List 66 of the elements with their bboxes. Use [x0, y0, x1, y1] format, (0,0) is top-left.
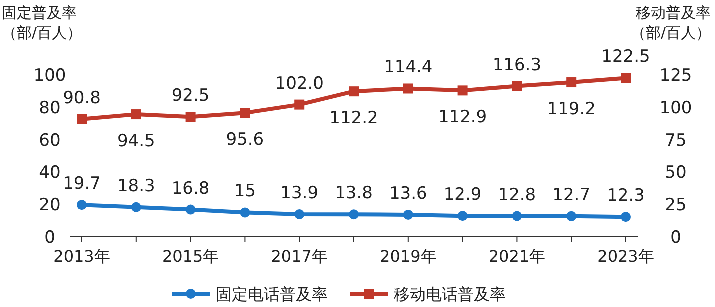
- point: [77, 200, 87, 210]
- data-label: 92.5: [172, 86, 210, 106]
- point: [566, 211, 577, 222]
- point: [131, 110, 142, 120]
- data-label: 12.3: [607, 186, 645, 206]
- point: [403, 210, 414, 220]
- point: [621, 212, 631, 222]
- data-label: 13.6: [389, 184, 428, 204]
- x-tick-label: 2023年: [598, 247, 654, 266]
- y2-tick-label: 100: [660, 98, 692, 118]
- data-label: 13.8: [335, 184, 373, 204]
- y-tick-label: 80: [39, 98, 61, 118]
- point: [458, 211, 468, 222]
- point: [186, 204, 196, 215]
- data-label: 16.8: [172, 178, 210, 199]
- data-label: 13.9: [280, 183, 319, 204]
- x-tick-label: 2015年: [162, 247, 220, 266]
- y-tick-label: 100: [34, 66, 66, 86]
- point: [349, 210, 359, 220]
- y2-tick-label: 25: [665, 196, 687, 216]
- point: [512, 81, 522, 92]
- y2-tick-label: 50: [665, 163, 687, 184]
- data-label: 19.7: [63, 174, 101, 194]
- point: [294, 209, 305, 220]
- point: [566, 78, 577, 88]
- point: [131, 202, 142, 212]
- data-label: 112.9: [438, 108, 488, 128]
- point: [294, 100, 305, 110]
- data-label: 12.8: [498, 185, 536, 206]
- y2-tick-label: 0: [670, 228, 682, 248]
- data-label: 112.2: [330, 108, 378, 129]
- data-label: 119.2: [547, 100, 596, 120]
- x-tick-label: 2021年: [488, 247, 546, 266]
- point: [240, 208, 250, 218]
- data-label: 116.3: [492, 55, 542, 76]
- point: [240, 108, 250, 118]
- point: [403, 84, 414, 94]
- point: [349, 86, 359, 97]
- y-axis-title: 固定普及率（部/百人）: [2, 4, 82, 42]
- point: [458, 86, 468, 96]
- legend-label: 固定电话普及率: [216, 285, 328, 304]
- data-label: 90.8: [63, 88, 101, 108]
- point: [186, 112, 196, 122]
- point: [512, 211, 522, 222]
- x-tick-label: 2013年: [54, 247, 110, 266]
- data-label: 12.7: [552, 185, 591, 206]
- data-label: 95.6: [226, 130, 264, 150]
- point: [77, 114, 87, 124]
- y2-tick-label: 75: [665, 130, 687, 151]
- data-label: 15: [234, 182, 256, 202]
- y-tick-label: 40: [39, 163, 61, 184]
- data-label: 102.0: [275, 74, 324, 94]
- y2-tick-label: 125: [660, 66, 692, 86]
- data-label: 18.3: [117, 176, 156, 196]
- point: [621, 73, 631, 84]
- y-tick-label: 60: [39, 130, 61, 151]
- x-tick-label: 2017年: [271, 247, 328, 266]
- y2-axis-title: 移动普及率（部/百人）: [630, 4, 711, 42]
- data-label: 12.9: [444, 185, 482, 206]
- y-tick-label: 20: [39, 196, 61, 216]
- data-label: 94.5: [117, 132, 156, 152]
- data-label: 122.5: [602, 47, 650, 68]
- x-tick-label: 2019年: [380, 247, 437, 266]
- y-tick-label: 0: [44, 228, 56, 248]
- data-label: 114.4: [384, 58, 433, 78]
- legend-label: 移动电话普及率: [394, 285, 506, 304]
